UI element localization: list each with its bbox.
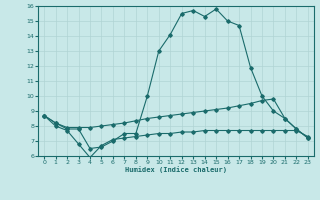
X-axis label: Humidex (Indice chaleur): Humidex (Indice chaleur) [125,167,227,173]
